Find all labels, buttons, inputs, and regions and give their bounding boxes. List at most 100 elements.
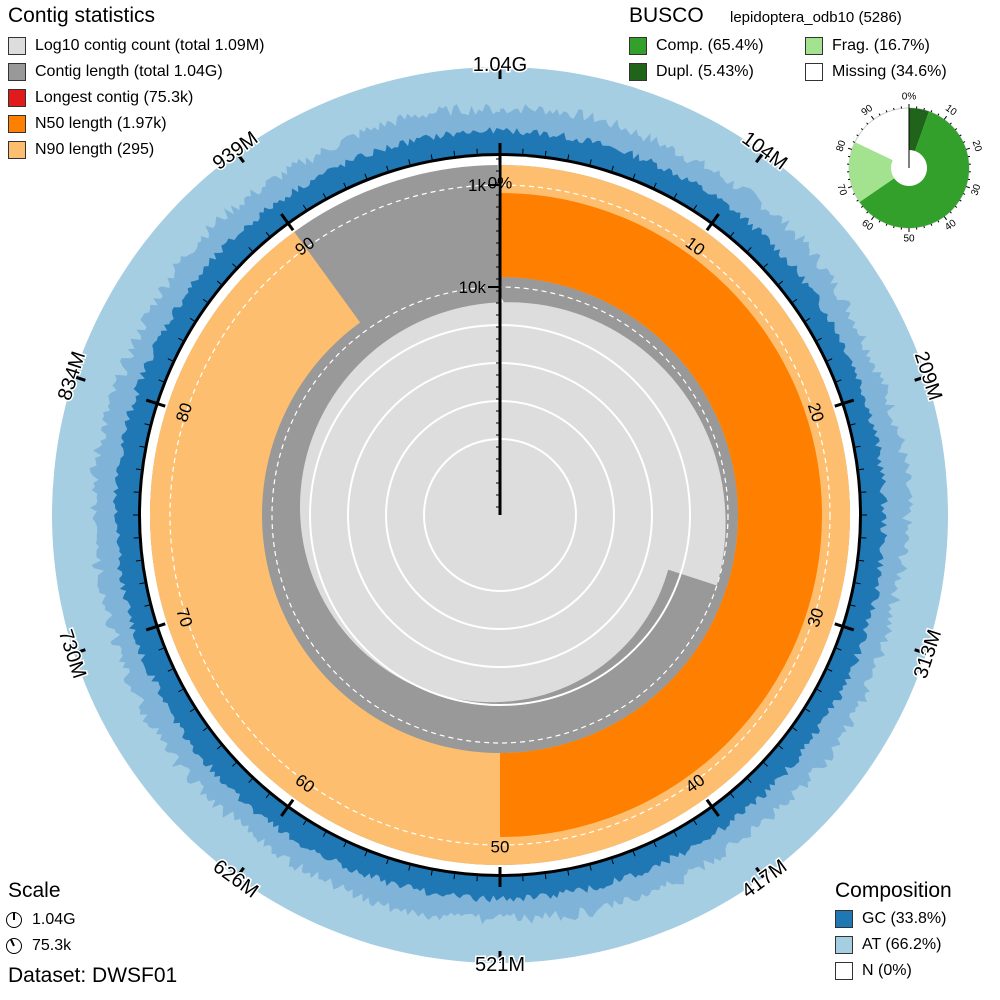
percent-minor-tick xyxy=(302,204,307,210)
percent-minor-tick xyxy=(178,337,184,342)
percent-minor-tick xyxy=(216,280,222,285)
busco-tick xyxy=(870,216,875,221)
busco-tick xyxy=(949,211,952,214)
full-circle-scale-icon xyxy=(6,912,22,928)
percent-minor-tick xyxy=(836,647,842,651)
percent-minor-tick xyxy=(364,851,368,857)
legend-item-fragmented: Frag. (16.7%) xyxy=(805,33,947,59)
percent-minor-tick xyxy=(763,263,768,268)
percent-minor-tick xyxy=(567,154,570,160)
busco-fragmented-segment xyxy=(849,142,895,203)
swatch xyxy=(8,141,26,159)
busco-tick xyxy=(930,110,933,113)
percent-minor-tick xyxy=(302,820,307,826)
percent-minor-tick xyxy=(430,870,433,876)
percent-minor-tick xyxy=(544,150,547,156)
percent-tick xyxy=(705,798,720,817)
percent-tick-label: 50 xyxy=(491,838,510,857)
outer-tick xyxy=(755,151,765,164)
percent-minor-tick xyxy=(855,582,861,585)
busco-tick xyxy=(860,205,864,208)
percent-minor-tick xyxy=(567,870,570,876)
contig-stats-legend: Log10 contig count (total 1.09M) Contig … xyxy=(8,33,264,163)
percent-minor-tick xyxy=(611,165,614,171)
busco-tick xyxy=(856,199,859,202)
busco-tick xyxy=(866,122,869,125)
radius-scale-icon xyxy=(6,938,22,954)
busco-tick xyxy=(963,141,966,143)
percent-tick xyxy=(705,213,720,232)
percent-minor-tick xyxy=(135,468,141,471)
contig-count-spiral xyxy=(299,302,726,706)
busco-tick xyxy=(878,113,881,116)
scale-item-total: 1.04G xyxy=(6,907,76,933)
dataset-label: Dataset: DWSF01 xyxy=(8,964,178,987)
busco-tick-label: 40 xyxy=(943,217,959,233)
swatch xyxy=(8,89,26,107)
busco-tick xyxy=(852,141,855,143)
busco-tick xyxy=(943,115,948,120)
scale-legend: 1.04G 75.3k xyxy=(6,907,76,959)
percent-minor-tick xyxy=(653,182,657,188)
percent-minor-tick xyxy=(632,851,636,857)
percent-minor-tick xyxy=(453,150,456,156)
busco-tick xyxy=(930,223,933,226)
percent-minor-tick xyxy=(158,647,164,651)
percent-minor-tick xyxy=(747,778,752,783)
percent-minor-tick xyxy=(139,445,145,448)
busco-donut: 0% 10 20 30 40 50 60 70 80 90 xyxy=(835,92,984,245)
busco-tick xyxy=(965,147,971,150)
busco-tick xyxy=(963,193,966,195)
percent-minor-tick xyxy=(139,582,145,585)
percent-minor-tick xyxy=(589,159,592,165)
percent-minor-tick xyxy=(343,842,347,848)
contig-stats-title: Contig statistics xyxy=(8,4,156,27)
busco-legend-col1: Comp. (65.4%) Dupl. (5.43%) xyxy=(629,33,764,85)
busco-tick-label: 30 xyxy=(970,183,984,197)
busco-tick xyxy=(866,211,869,214)
percent-minor-tick xyxy=(693,820,698,826)
percent-minor-tick xyxy=(189,708,195,713)
outer-tick-label: 1.04G xyxy=(473,54,527,76)
percent-minor-tick xyxy=(653,842,657,848)
busco-title: BUSCO xyxy=(629,4,704,27)
busco-tick-label: 10 xyxy=(943,103,959,119)
swatch xyxy=(8,115,26,133)
percent-minor-tick xyxy=(167,668,173,672)
swatch xyxy=(835,962,853,980)
percent-minor-tick xyxy=(135,559,141,562)
busco-tick xyxy=(852,193,855,195)
percent-minor-tick xyxy=(158,379,164,383)
busco-tick-label: 70 xyxy=(835,183,849,197)
legend-item-n50: N50 length (1.97k) xyxy=(8,111,264,137)
percent-minor-tick xyxy=(673,831,678,837)
contig-count-spiral-area xyxy=(299,302,726,703)
percent-minor-tick xyxy=(144,423,150,426)
percent-minor-tick xyxy=(827,668,833,672)
percent-minor-tick xyxy=(792,298,798,303)
percent-tick-label: 30 xyxy=(804,606,828,630)
percent-minor-tick xyxy=(730,231,735,237)
outer-tick xyxy=(235,866,245,879)
busco-tick xyxy=(954,128,958,131)
busco-tick xyxy=(856,134,859,137)
busco-tick xyxy=(949,122,952,125)
percent-minor-tick xyxy=(343,182,347,188)
busco-tick xyxy=(885,110,888,113)
busco-tick xyxy=(965,186,971,189)
busco-tick xyxy=(943,216,948,221)
swatch xyxy=(835,936,853,954)
percent-minor-tick xyxy=(265,231,270,237)
swatch xyxy=(805,63,823,81)
percent-minor-tick xyxy=(673,193,678,199)
percent-minor-tick xyxy=(730,793,735,799)
swatch xyxy=(8,63,26,81)
percent-minor-tick xyxy=(778,280,784,285)
busco-tick xyxy=(847,186,853,189)
percent-minor-tick xyxy=(611,859,614,865)
percent-tick xyxy=(834,622,855,632)
percent-minor-tick xyxy=(202,727,208,732)
legend-item-n: N (0%) xyxy=(835,958,946,984)
busco-lineage: lepidoptera_odb10 (5286) xyxy=(730,9,902,26)
